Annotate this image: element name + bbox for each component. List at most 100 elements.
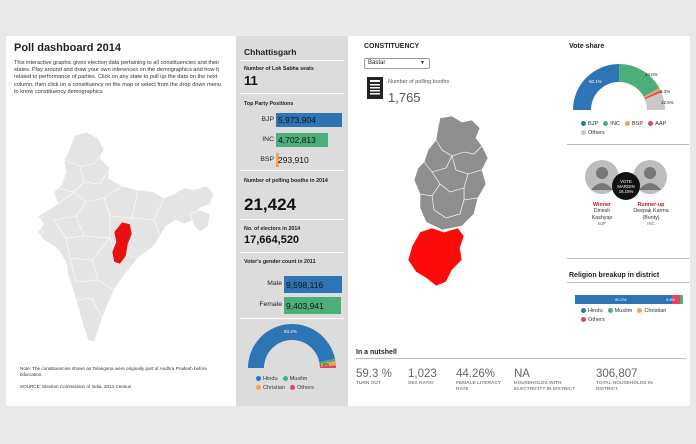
legend-label: BJP (588, 121, 599, 127)
legend-item[interactable]: Christian (256, 384, 285, 393)
legend-label: BSP (631, 121, 644, 127)
religion-muslim-segment (679, 295, 683, 304)
legend-label: Muslim (614, 308, 633, 314)
gender-bar-fill (284, 297, 341, 314)
stat-label: TOTAL HOUSEHOLDS IN DISTRICT (596, 381, 653, 392)
party-bar-row[interactable]: INC 4,702,813 (244, 133, 344, 147)
legend-item[interactable]: Muslim (282, 375, 308, 384)
legend-label: Muslim (289, 376, 308, 382)
legend-item[interactable]: Others (581, 316, 605, 325)
selected-constituency: Bastar (368, 60, 386, 66)
legend-item[interactable]: AAP (648, 120, 666, 129)
electors-label: No. of electors in 2014 (244, 226, 301, 232)
vote-margin-badge: VOTE MARGIN 16.15% (612, 172, 640, 200)
legend-dot-icon (581, 308, 586, 314)
others-pct-label: 12.5% (661, 100, 674, 105)
gender-name: Female (259, 301, 282, 308)
intro-text: This interactive graphic gives election … (14, 60, 222, 95)
legend-item[interactable]: INC (603, 120, 620, 129)
religion-legend: Hindu Muslim Christian Others (581, 307, 685, 325)
party-bar-fill (276, 113, 342, 127)
badge-line1: VOTE (620, 179, 632, 184)
vote-share-gauge[interactable]: 50.1% 34.0% 3.3% 12.5% (565, 58, 689, 116)
gender-bar-row[interactable]: Female 9,403,941 (244, 297, 344, 314)
northeast-region[interactable] (189, 209, 211, 233)
constituency-panel: CONSTITUENCY Bastar ▼ Number of polling … (348, 36, 558, 336)
gender-bar-fill (284, 276, 342, 293)
winner-name: Dinesh Kashyap (591, 208, 613, 221)
chhattisgarh-state[interactable] (111, 221, 133, 265)
constituency-select[interactable]: Bastar ▼ (364, 58, 430, 69)
gender-bar-row[interactable]: Male 9,598,116 (244, 276, 344, 293)
religion-bar[interactable]: 90.2% 6.8% (575, 295, 683, 304)
legend-label: Christian (644, 308, 667, 314)
seats-value: 11 (244, 73, 258, 88)
legend-dot-icon (581, 130, 586, 136)
india-map[interactable] (14, 128, 224, 358)
small-pct-label: 3.3% (660, 89, 670, 94)
legend-dot-icon (290, 385, 296, 391)
state-name: Chhattisgarh (244, 47, 297, 57)
party-bar-fill (276, 133, 328, 147)
legend-item[interactable]: Christian (637, 307, 666, 316)
booths-value: 21,424 (244, 195, 296, 214)
divider (356, 358, 686, 359)
booths-label: Number of polling booths in 2014 (244, 178, 328, 184)
legend-item[interactable]: BJP (581, 120, 598, 129)
religion-others-segment (672, 295, 680, 304)
gauge-hindu-segment[interactable] (248, 324, 335, 368)
legend-dot-icon (282, 376, 288, 382)
gauge-others-segment[interactable] (319, 365, 336, 368)
party-bar-row[interactable]: BJP 5,973,904 (244, 113, 344, 127)
gauge-inc-segment[interactable] (619, 64, 660, 97)
stat-value: 306,807 (596, 368, 638, 380)
gauge-christian-segment[interactable] (319, 361, 336, 367)
state-religion-gauge[interactable]: 93.2% 1.9% (236, 324, 348, 372)
gauge-bjp-segment[interactable] (573, 63, 620, 110)
party-bar-row[interactable]: BSP 293,910 (244, 153, 344, 167)
nutshell-stat: 306,807 TOTAL HOUSEHOLDS IN DISTRICT (596, 368, 676, 392)
state-panel: Chhattisgarh Number of Lok Sabha seats 1… (236, 36, 348, 406)
runner-up-role: Runner-up (637, 202, 665, 208)
gauge-others-segment[interactable] (644, 92, 665, 110)
state-borders (53, 149, 165, 319)
stat-value: NA (514, 368, 530, 380)
constituency-south[interactable] (419, 193, 479, 231)
constituency-bastar[interactable] (407, 227, 465, 287)
intro-panel: Poll dashboard 2014 This interactive gra… (6, 36, 236, 406)
divider (240, 252, 344, 253)
legend-item[interactable]: Hindu (581, 307, 603, 316)
booths-label: Number of polling booths (388, 79, 450, 85)
stat-value: 1,023 (408, 368, 437, 380)
legend-label: Others (588, 317, 605, 323)
stat-label: HOUSEHOLDS WITH ELECTRICITY IN DISTRICT (514, 381, 575, 392)
seats-label: Number of Lok Sabha seats (244, 66, 314, 72)
gauge-aap-segment[interactable] (644, 90, 662, 100)
legend-item[interactable]: Hindu (256, 375, 278, 384)
source-text: SOURCE: Election Commission of India, 20… (20, 384, 132, 389)
party-votes: 4,702,813 (278, 135, 316, 145)
gender-count: 9,403,941 (286, 301, 324, 311)
legend-dot-icon (581, 121, 586, 127)
dashboard-frame: Poll dashboard 2014 This interactive gra… (6, 36, 690, 406)
legend-item[interactable]: Others (581, 129, 605, 138)
gauge-muslim-segment[interactable] (319, 358, 336, 364)
religion-hindu-segment (575, 295, 673, 304)
legend-item[interactable]: Others (290, 384, 314, 393)
nutshell-stat: 59.3 % TURN OUT (356, 368, 404, 387)
legend-item[interactable]: Muslim (607, 307, 633, 316)
divider (567, 258, 689, 259)
legend-item[interactable]: BSP (624, 120, 644, 129)
gender-count: 9,598,116 (286, 280, 324, 290)
gauge-bsp-segment[interactable] (643, 87, 661, 98)
constituency-north[interactable] (435, 115, 483, 157)
nutshell-header: In a nutshell (356, 349, 397, 356)
party-bar-fill (276, 153, 280, 167)
electors-value: 17,664,520 (244, 234, 300, 246)
booths-value: 1,765 (388, 90, 421, 105)
runner-up-avatar (633, 160, 667, 194)
chhattisgarh-map[interactable] (402, 114, 492, 314)
divider (240, 170, 344, 171)
winner-role: Winner (593, 202, 611, 208)
legend-label: Christian (263, 385, 286, 391)
